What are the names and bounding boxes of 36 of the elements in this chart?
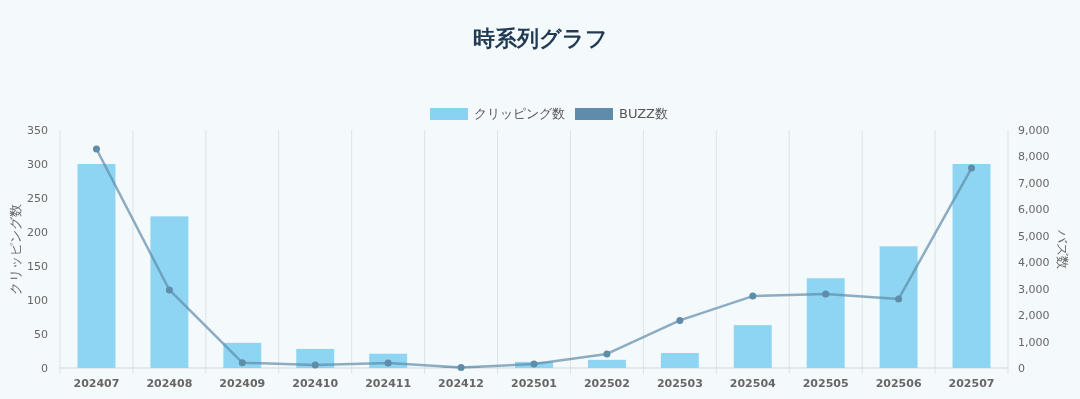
y-tick-label: 50 (34, 328, 48, 341)
x-tick-label: 202411 (365, 377, 412, 390)
x-tick-label: 202506 (875, 377, 922, 390)
y-tick-label: 100 (27, 294, 48, 307)
x-tick-label: 202503 (656, 377, 703, 390)
y2-tick-label: 0 (1018, 362, 1025, 375)
y2-tick-label: 9,000 (1018, 124, 1050, 137)
y2-tick-label: 1,000 (1018, 335, 1050, 349)
legend-label: クリッピング数 (474, 106, 565, 121)
y-axis-title: クリッピング数 (8, 203, 23, 295)
y-tick-label: 200 (27, 226, 48, 239)
y2-tick-label: 2,000 (1018, 309, 1050, 323)
y-tick-label: 0 (41, 362, 48, 375)
legend-label: BUZZ数 (619, 106, 669, 121)
x-tick-label: 202505 (802, 377, 849, 390)
x-tick-label: 202504 (729, 377, 777, 390)
x-tick-label: 202410 (292, 377, 339, 390)
y2-tick-label: 6,000 (1018, 203, 1050, 217)
y2-axis-title: バズ数 (1055, 228, 1070, 269)
y-tick-label: 150 (27, 260, 48, 273)
y2-tick-label: 3,000 (1018, 282, 1050, 296)
y-tick-label: 250 (27, 192, 48, 205)
y-tick-label: 300 (27, 158, 48, 171)
y2-tick-label: 8,000 (1018, 150, 1050, 164)
x-tick-label: 202409 (219, 377, 266, 390)
y2-tick-label: 7,000 (1018, 176, 1050, 190)
y-tick-label: 350 (27, 124, 48, 137)
x-tick-label: 202502 (583, 377, 630, 390)
x-tick-label: 202408 (146, 377, 193, 390)
x-tick-label: 202501 (511, 377, 557, 390)
chart-title: 時系列グラフ (472, 26, 608, 51)
x-tick-label: 202407 (73, 377, 120, 390)
y2-tick-label: 4,000 (1018, 256, 1050, 270)
x-tick-label: 202412 (438, 377, 485, 390)
y2-tick-label: 5,000 (1018, 229, 1050, 243)
x-tick-label: 202507 (948, 377, 995, 390)
